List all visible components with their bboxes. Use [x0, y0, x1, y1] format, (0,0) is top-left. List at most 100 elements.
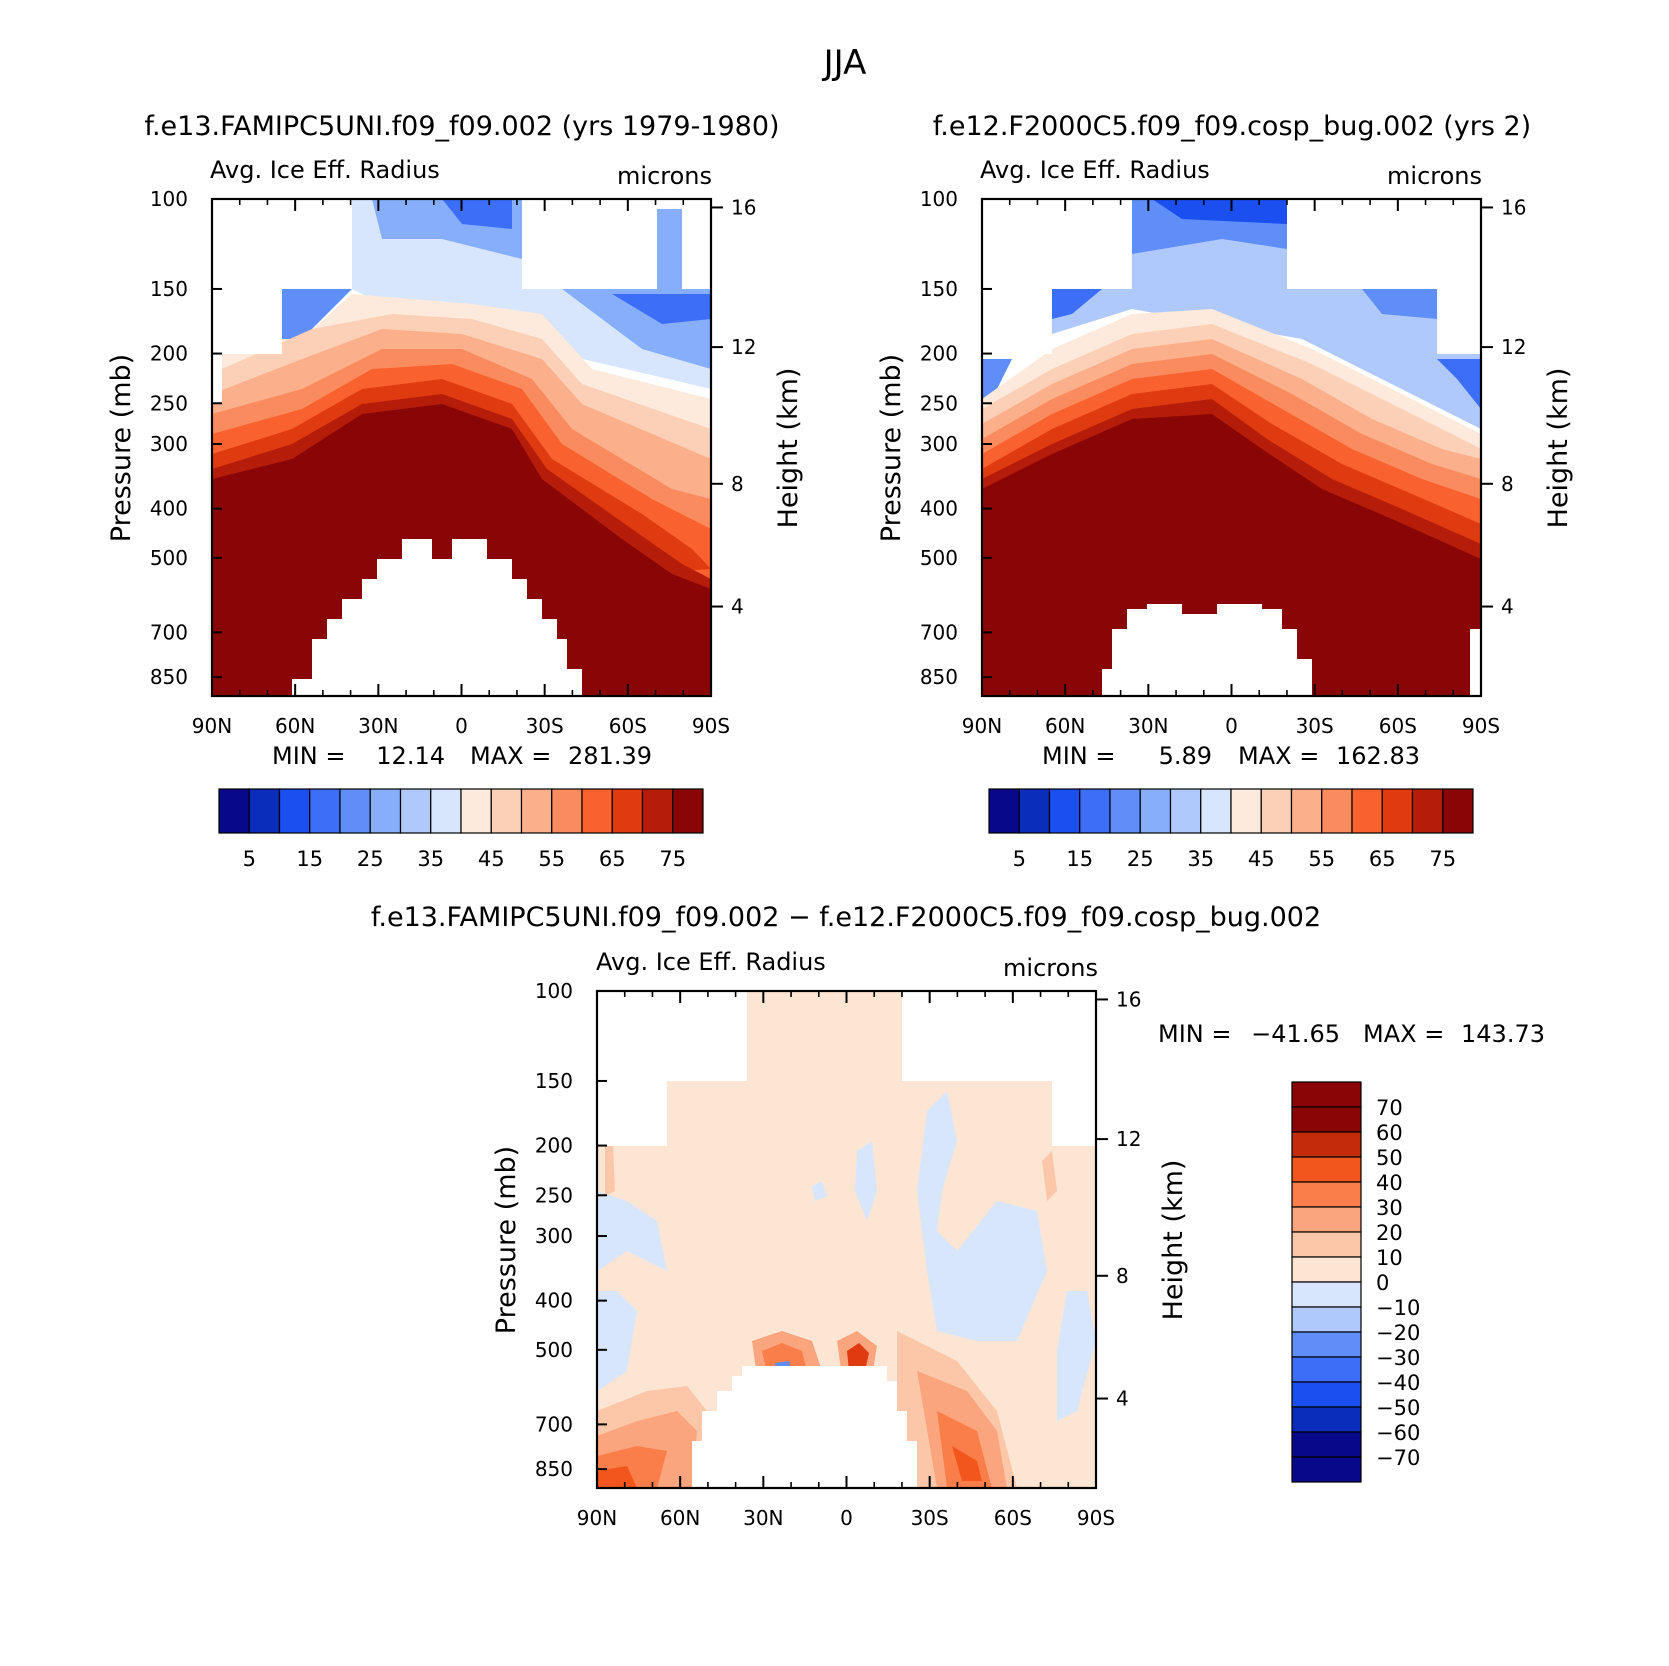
colorbar-swatch — [1290, 788, 1323, 834]
p2-band-right-blue — [1362, 289, 1437, 319]
x-tick-label: 30N — [358, 714, 398, 738]
y-tick-label: 150 — [920, 277, 958, 301]
colorbar-swatch — [1139, 788, 1172, 834]
y-right-tick-label: 12 — [1501, 335, 1526, 359]
colorbar-swatch — [611, 788, 644, 834]
colorbar-label: 35 — [1187, 847, 1214, 871]
y-tick-label: 850 — [150, 665, 188, 689]
y-tick-label: 100 — [150, 187, 188, 211]
colorbar-swatch — [1260, 788, 1293, 834]
y-tick-label: 200 — [535, 1134, 573, 1158]
x-tick-label: 90S — [692, 714, 730, 738]
colorbar-swatch — [1291, 1281, 1362, 1308]
colorbar-label: 10 — [1376, 1246, 1403, 1270]
colorbar-label: −50 — [1376, 1396, 1420, 1420]
colorbar-swatch — [1291, 1306, 1362, 1333]
colorbar-label: −30 — [1376, 1346, 1420, 1370]
p3-pos-top-left — [605, 1146, 615, 1196]
x-tick-label: 60S — [609, 714, 647, 738]
p3-top-mask-left — [597, 991, 747, 1146]
colorbar-label: 30 — [1376, 1196, 1403, 1220]
colorbar-swatch — [1321, 788, 1353, 834]
colorbar-label: 65 — [1369, 847, 1396, 871]
colorbar-swatch — [1291, 1356, 1362, 1383]
season-title: JJA — [822, 43, 867, 83]
y-tick-label: 300 — [920, 432, 958, 456]
colorbar-label: 25 — [357, 847, 384, 871]
panel-2-contours — [982, 199, 1481, 696]
colorbar-label: 65 — [599, 847, 626, 871]
colorbar-label: 45 — [478, 847, 505, 871]
colorbar-label: 25 — [1127, 847, 1154, 871]
p3-neg-small — [812, 1181, 827, 1201]
y-tick-label: 500 — [920, 546, 958, 570]
colorbar-label: −60 — [1376, 1421, 1420, 1445]
colorbar-swatch — [581, 788, 613, 834]
colorbar-swatch — [1291, 1381, 1362, 1408]
colorbar-swatch — [1109, 788, 1141, 834]
colorbar-swatch — [1442, 788, 1474, 834]
panel-1-axes: 100 150 200 250 300 400 500 700 850 16 12 8 4 90N 60N 3… — [150, 187, 757, 738]
panel-1-min-value: 12.14 — [376, 742, 445, 770]
panel-2-max-label: MAX = — [1238, 742, 1319, 770]
p3-pos-center-right-2 — [847, 1343, 869, 1371]
x-tick-label: 90S — [1462, 714, 1500, 738]
colorbar-swatch — [1230, 788, 1262, 834]
x-tick-label: 30N — [1128, 714, 1168, 738]
colorbar-swatch — [278, 788, 311, 834]
y-tick-label: 150 — [150, 277, 188, 301]
p3-pos-center-left-2 — [762, 1343, 807, 1373]
colorbar-swatch — [1079, 788, 1111, 834]
colorbar-swatch — [1291, 1131, 1362, 1158]
p2-right-edge-mask — [1470, 629, 1481, 696]
p3-pos-left-low-4 — [597, 1466, 637, 1488]
x-tick-label: 0 — [455, 714, 468, 738]
y-tick-label: 150 — [535, 1069, 573, 1093]
panel-3-min-label: MIN = — [1158, 1020, 1231, 1048]
colorbar-label: 40 — [1376, 1171, 1403, 1195]
y-tick-label: 500 — [535, 1338, 573, 1362]
y-right-tick-label: 12 — [1116, 1127, 1141, 1151]
x-tick-label: 0 — [1225, 714, 1238, 738]
colorbar-swatch — [1291, 1456, 1362, 1483]
panel-2-y-right-title: Height (km) — [1543, 368, 1574, 529]
panel-1-min-label: MIN = — [272, 742, 345, 770]
panel-2-axes: 100 150 200 250 300 400 500 700 850 16 12 8 4 90N 60N 3… — [920, 187, 1527, 738]
colorbar-swatch — [1200, 788, 1232, 834]
panel-2-max-value: 162.83 — [1336, 742, 1420, 770]
y-right-tick-label: 4 — [731, 595, 744, 619]
y-tick-label: 300 — [150, 432, 188, 456]
colorbar-swatch — [1291, 1406, 1362, 1433]
colorbar-label: 75 — [1429, 847, 1456, 871]
y-tick-label: 400 — [535, 1289, 573, 1313]
colorbar-label: −40 — [1376, 1371, 1420, 1395]
panel-2-field — [982, 199, 1481, 696]
panel-3-y-right-title: Height (km) — [1158, 1160, 1189, 1321]
p2-band-top-blue — [1052, 199, 1481, 429]
colorbar-swatch — [369, 788, 402, 834]
y-right-tick-label: 8 — [1501, 472, 1514, 496]
colorbar-swatch — [1411, 788, 1444, 834]
panel-2-variable-label: Avg. Ice Eff. Radius — [980, 156, 1210, 184]
y-tick-label: 400 — [150, 497, 188, 521]
y-tick-label: 700 — [535, 1412, 573, 1436]
x-tick-label: 90N — [577, 1506, 617, 1530]
p3-neg-right — [917, 1091, 1047, 1341]
y-tick-label: 850 — [920, 665, 958, 689]
colorbar-swatch — [1048, 788, 1081, 834]
panel-3: f.e13.FAMIPC5UNI.f09_f09.002 − f.e12.F20… — [371, 902, 1545, 1530]
colorbar-label: 55 — [538, 847, 565, 871]
panel-3-title: f.e13.FAMIPC5UNI.f09_f09.002 − f.e12.F20… — [371, 902, 1321, 933]
y-right-tick-label: 16 — [731, 195, 756, 219]
colorbar-label: 20 — [1376, 1221, 1403, 1245]
colorbar-swatch — [1291, 1181, 1362, 1208]
x-tick-label: 60S — [994, 1506, 1032, 1530]
p2-band-left-blue — [1052, 289, 1102, 319]
panel-1-variable-label: Avg. Ice Eff. Radius — [210, 156, 440, 184]
y-tick-label: 300 — [535, 1224, 573, 1248]
p3-neg-mid — [855, 1141, 877, 1221]
x-tick-label: 30S — [911, 1506, 949, 1530]
colorbar-swatch — [1291, 1156, 1362, 1183]
p1-band-right-top — [657, 209, 682, 289]
p3-neg-right-edge — [1057, 1291, 1096, 1421]
